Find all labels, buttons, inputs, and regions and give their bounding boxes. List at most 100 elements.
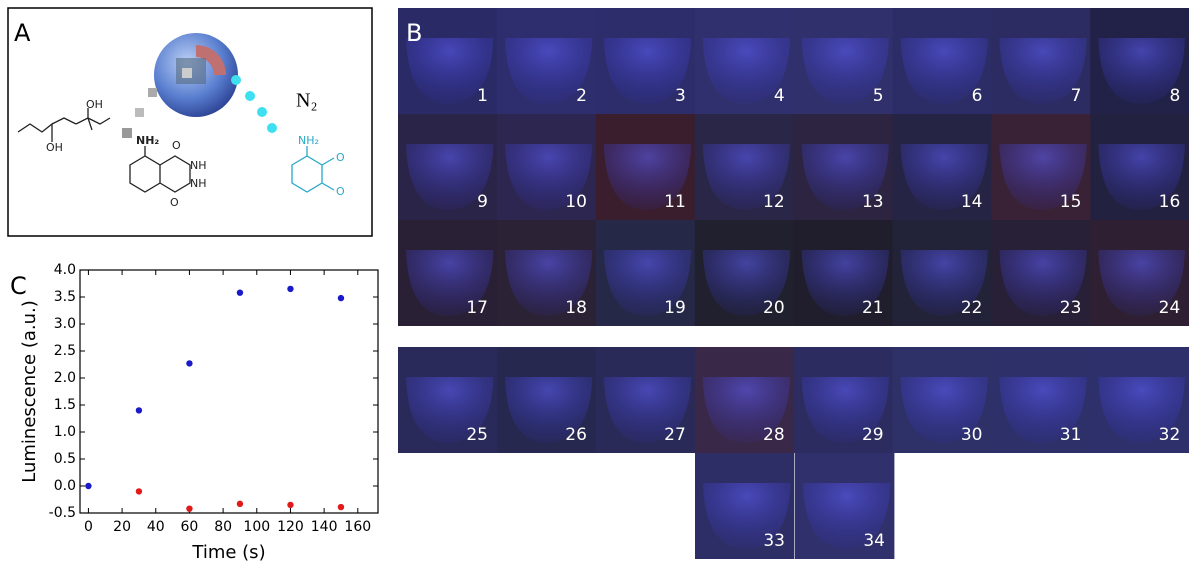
vial-glow	[999, 250, 1087, 316]
atom-label: NH₂	[136, 134, 159, 147]
vial-glow	[900, 250, 988, 316]
data-point	[287, 501, 294, 509]
data-point	[135, 488, 143, 495]
tile-label: 9	[477, 192, 488, 212]
vial-glow	[504, 144, 593, 210]
tile-label: 3	[675, 86, 686, 106]
vial-glow	[406, 38, 494, 104]
vial-glow	[801, 250, 889, 316]
vial-glow	[406, 250, 494, 316]
data-point	[186, 360, 193, 367]
y-tick-label: -0.5	[49, 505, 76, 521]
data-point	[337, 503, 345, 511]
data-point	[236, 289, 244, 296]
tile-label: 17	[466, 298, 488, 318]
tile-label: 33	[763, 531, 785, 551]
y-tick-label: 1.5	[54, 397, 76, 413]
data-point	[135, 407, 143, 414]
vial-glow	[1098, 144, 1185, 210]
tile-label: 31	[1060, 425, 1082, 445]
tile-label: 27	[664, 425, 686, 445]
scatter-chart: 0 20 40 60 80 100 120 140 160 -0.5 0.0 0.5 1.0 1.5 2.0…	[19, 262, 379, 563]
tile-label: 11	[664, 192, 686, 212]
vial-glow	[803, 483, 891, 549]
x-tick-label: 0	[84, 519, 93, 535]
x-tick-label: 40	[147, 519, 165, 535]
vial-glow	[999, 144, 1087, 210]
atom-label: OH	[46, 141, 63, 154]
y-tick-label: 0.0	[54, 478, 76, 494]
tile-label: 29	[862, 425, 884, 445]
atom-label: NH	[190, 177, 207, 190]
vial-glow	[900, 144, 988, 210]
y-tick-label: 0.5	[54, 451, 76, 467]
vial-glow	[406, 377, 494, 443]
data-point	[287, 285, 294, 293]
tile-label: 10	[565, 192, 587, 212]
vial-glow	[801, 38, 889, 104]
atom-label: NH	[190, 159, 207, 172]
vial-glow	[999, 38, 1087, 104]
vial-glow	[703, 483, 791, 549]
y-axis-label: Luminescence (a.u.)	[19, 300, 40, 483]
tile-label: 24	[1159, 298, 1181, 318]
tile-label: 18	[565, 298, 587, 318]
x-tick-label: 160	[344, 519, 371, 535]
vial-glow	[900, 377, 988, 443]
panel-label: A	[14, 19, 31, 47]
y-tick-label: 2.0	[54, 370, 76, 386]
x-axis-label: Time (s)	[191, 542, 265, 563]
nanoreactor	[122, 33, 277, 138]
data-point	[337, 294, 345, 302]
tile-label: 20	[763, 298, 785, 318]
vial-glow	[603, 377, 692, 443]
y-tick-label: 1.0	[54, 424, 76, 440]
x-tick-label: 140	[311, 519, 338, 535]
tile-label: 19	[664, 298, 686, 318]
vial-glow	[702, 377, 791, 443]
x-tick-label: 60	[181, 519, 199, 535]
vial-glow	[900, 38, 988, 104]
plot-frame	[79, 269, 379, 514]
x-tick-label: 20	[113, 519, 131, 535]
tile-label: 15	[1060, 192, 1082, 212]
y-tick-label: 2.5	[54, 343, 76, 359]
atom-label: O	[172, 139, 181, 152]
vial-glow	[801, 377, 889, 443]
tile-label: 23	[1060, 298, 1082, 318]
vial-glow	[702, 144, 791, 210]
x-tick-label: 120	[277, 519, 304, 535]
structures	[17, 108, 335, 193]
tile-label: 34	[863, 531, 885, 551]
vial-glow	[1098, 250, 1185, 316]
vial-glow	[603, 144, 692, 210]
vial-glow	[1098, 377, 1185, 443]
panel-label: C	[10, 272, 27, 300]
tile-label: 12	[763, 192, 785, 212]
tile-label: 4	[774, 86, 785, 106]
vial-glow	[504, 250, 593, 316]
atom-label: NH₂	[298, 134, 319, 147]
y-tick-label: 4.0	[54, 262, 76, 278]
vial-glow	[999, 377, 1087, 443]
tile-label: 25	[466, 425, 488, 445]
y-tick-label: 3.5	[54, 289, 76, 305]
vial-glow	[504, 38, 593, 104]
x-tick-label: 80	[214, 519, 232, 535]
tile-label: 8	[1169, 86, 1180, 106]
data-point	[186, 505, 193, 512]
tile-label: 13	[862, 192, 884, 212]
data-point	[85, 482, 92, 490]
chem-labels: OH OH NH₂ O NH NH O NH₂ O O N₂	[46, 90, 345, 209]
y-tick-label: 3.0	[54, 316, 76, 332]
vial-glow	[702, 38, 791, 104]
vial-glow	[603, 38, 692, 104]
tile-label: 5	[873, 86, 884, 106]
tile-label: 22	[961, 298, 983, 318]
atom-label: O	[336, 151, 345, 164]
x-tick-label: 100	[243, 519, 270, 535]
tile-label: 21	[862, 298, 884, 318]
vial-glow	[1098, 38, 1185, 104]
